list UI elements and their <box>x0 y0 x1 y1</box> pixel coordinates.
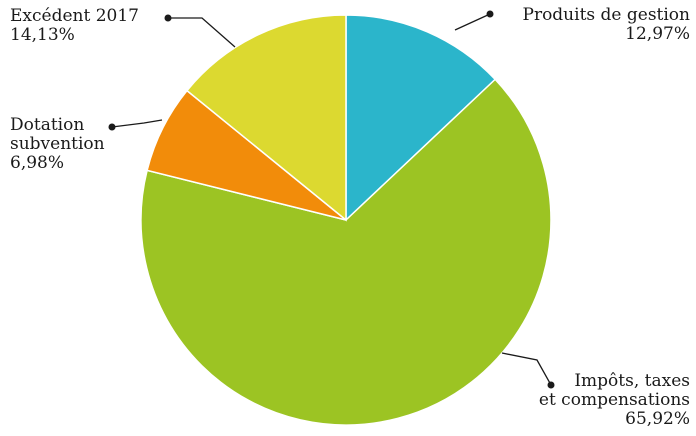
label-text: Impôts, taxes <box>574 371 690 391</box>
leader-excedent-2017 <box>168 17 236 48</box>
label-text: et compensations <box>538 390 690 410</box>
pie-slice-impots-taxes <box>140 78 552 426</box>
label-excedent-2017: Excédent 2017 14,13% <box>10 7 139 45</box>
pie-slice-excedent-2017 <box>185 14 347 222</box>
percent-label: 14,13% <box>10 25 75 45</box>
leader-dotation-subvention-dot <box>108 123 116 131</box>
leader-impots-taxes <box>501 352 552 386</box>
percent-label: 65,92% <box>625 409 690 429</box>
label-text: Produits de gestion <box>522 5 691 25</box>
leader-lines <box>108 10 555 389</box>
percent-label: 12,97% <box>625 24 690 44</box>
leader-dotation-subvention <box>111 119 163 128</box>
leader-produits-de-gestion <box>454 13 491 31</box>
pie-slice-produits-de-gestion <box>345 14 497 222</box>
label-dotation-subvention: Dotation subvention 6,98% <box>10 116 105 173</box>
leader-impots-taxes-dot <box>547 381 555 389</box>
label-produits-de-gestion: Produits de gestion 12,97% <box>523 6 691 44</box>
label-text: Dotation <box>10 115 85 135</box>
leader-produits-de-gestion-dot <box>486 10 494 18</box>
leader-excedent-2017-dot <box>164 14 172 22</box>
label-impots-taxes: Impôts, taxes et compensations 65,92% <box>539 372 690 429</box>
label-text: subvention <box>10 134 105 154</box>
percent-label: 6,98% <box>10 153 65 173</box>
label-text: Excédent 2017 <box>10 6 139 26</box>
pie-slices <box>140 14 552 426</box>
